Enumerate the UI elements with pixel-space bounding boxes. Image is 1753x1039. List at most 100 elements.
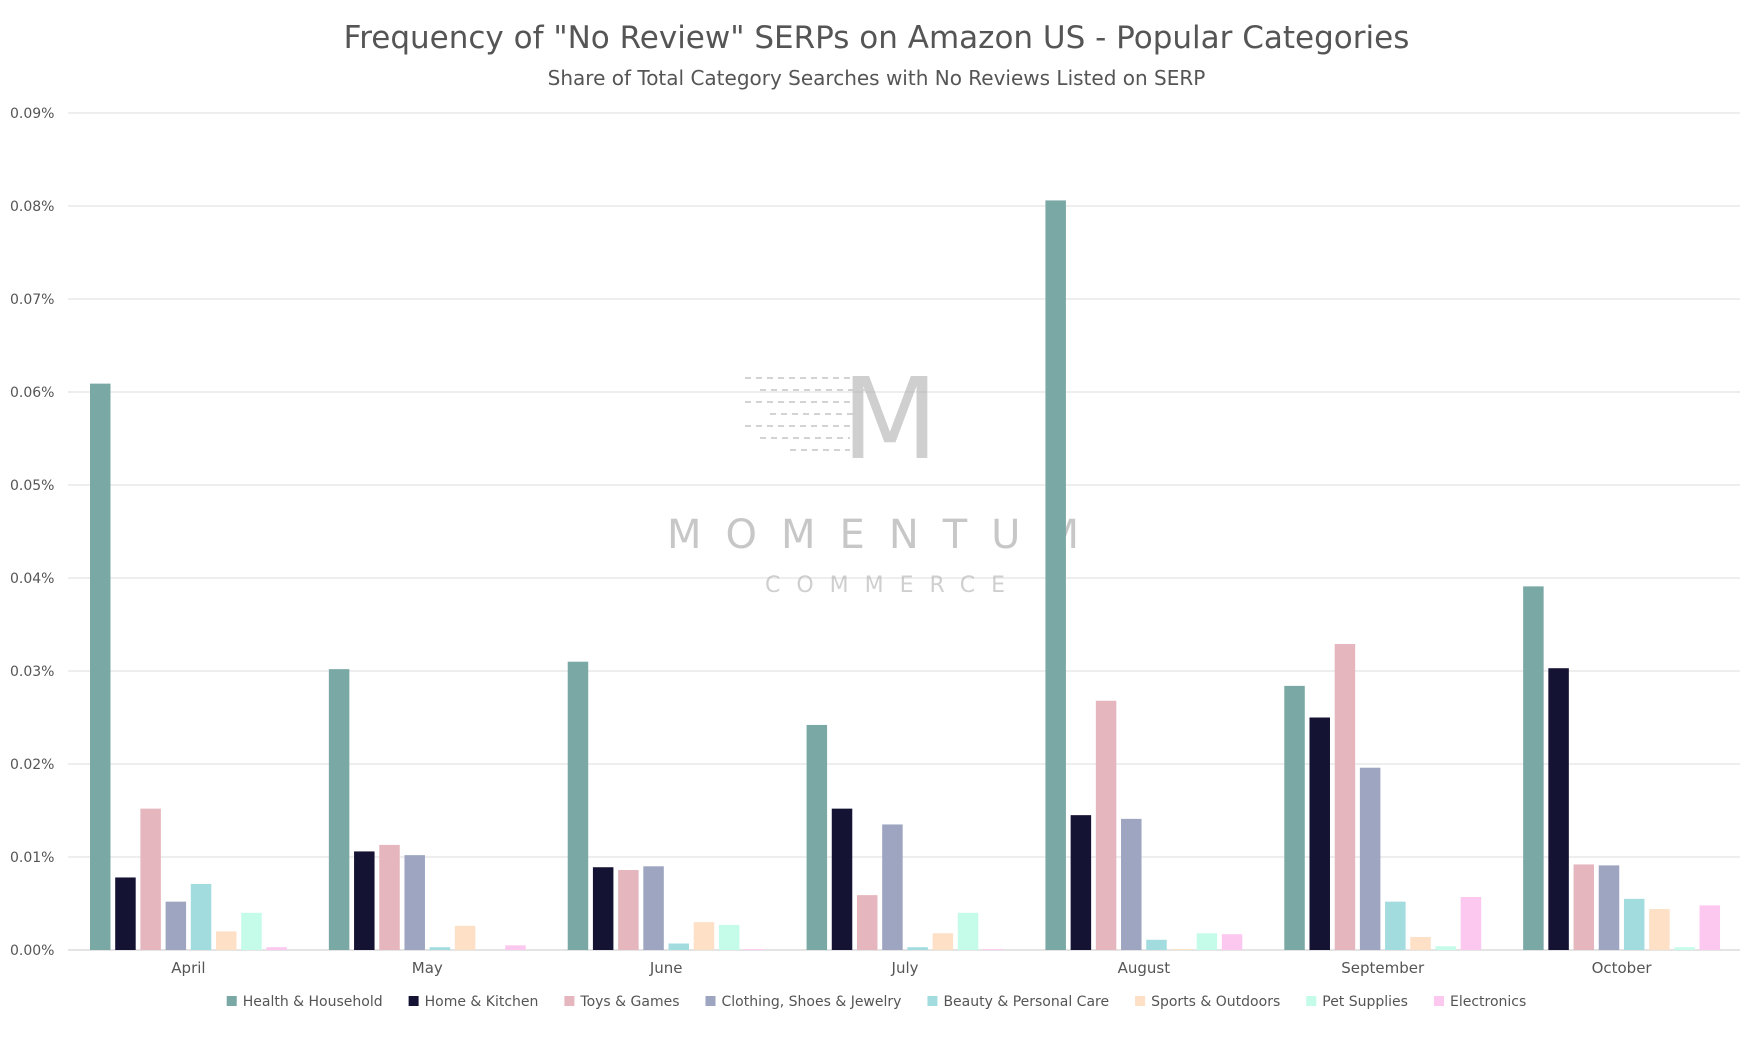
y-tick-label: 0.07% <box>10 292 54 308</box>
x-tick-label: June <box>649 959 683 977</box>
bar <box>932 933 954 950</box>
bar <box>744 949 765 950</box>
bar <box>882 824 903 950</box>
bar <box>1045 200 1066 951</box>
bar <box>1674 947 1695 950</box>
legend-label: Sports & Outdoors <box>1151 994 1280 1010</box>
bar <box>216 931 237 950</box>
bar <box>567 661 589 950</box>
bar <box>115 877 136 950</box>
momentum-commerce-watermark: M MOMENTUM COMMERCE <box>667 355 1103 598</box>
bar <box>1070 815 1092 950</box>
legend-swatch <box>705 996 716 1006</box>
legend-swatch <box>226 996 237 1006</box>
legend-label: Home & Kitchen <box>425 994 539 1010</box>
bar <box>643 866 664 950</box>
legend-label: Toys & Games <box>579 994 679 1010</box>
legend-label: Health & Household <box>243 994 383 1010</box>
bar <box>957 912 979 950</box>
bar <box>1359 767 1381 950</box>
bar <box>806 724 828 950</box>
legend-swatch <box>1135 996 1146 1006</box>
bar <box>1095 700 1117 950</box>
x-tick-label: April <box>171 959 205 977</box>
x-tick-label: October <box>1592 959 1653 977</box>
bar <box>618 870 639 950</box>
y-tick-label: 0.02% <box>10 757 54 773</box>
bar <box>907 947 928 950</box>
bar <box>1221 934 1243 950</box>
x-tick-label: September <box>1341 959 1425 977</box>
bar <box>404 855 425 950</box>
bar <box>1410 936 1431 950</box>
chart-title: Frequency of "No Review" SERPs on Amazon… <box>343 20 1410 56</box>
y-tick-label: 0.01% <box>10 850 54 866</box>
bar <box>1699 905 1721 950</box>
bars <box>90 200 1721 951</box>
bar <box>1334 644 1356 950</box>
bar <box>1385 901 1406 950</box>
y-tick-label: 0.04% <box>10 571 54 587</box>
bar <box>1196 933 1218 950</box>
speed-lines-icon <box>745 377 870 451</box>
bar <box>982 949 1004 950</box>
bar <box>241 912 262 950</box>
legend-swatch <box>1306 996 1317 1006</box>
bar <box>90 383 111 950</box>
y-tick-label: 0.05% <box>10 478 54 494</box>
legend-label: Beauty & Personal Care <box>943 994 1109 1010</box>
bar <box>1598 865 1620 950</box>
chart-subtitle: Share of Total Category Searches with No… <box>547 66 1206 90</box>
bar <box>1548 668 1569 950</box>
gridlines: 0.00% 0.01% 0.02% 0.03% 0.04% 0.05% 0.06% 0.07%… <box>10 106 1740 959</box>
y-tick-label: 0.09% <box>10 106 54 122</box>
bar <box>1460 896 1482 950</box>
legend-swatch <box>1433 996 1444 1006</box>
x-tick-label: July <box>891 959 919 977</box>
y-tick-label: 0.03% <box>10 664 54 680</box>
legend-swatch <box>564 996 575 1006</box>
bar <box>379 844 400 950</box>
legend-swatch <box>408 996 419 1006</box>
bar <box>429 947 451 950</box>
bar <box>140 808 161 950</box>
bar <box>266 947 287 950</box>
bar <box>354 851 375 950</box>
bar <box>693 922 715 950</box>
legend-swatch <box>927 996 938 1006</box>
bar <box>1649 909 1670 950</box>
bar <box>1284 685 1305 950</box>
watermark-monogram: M <box>842 355 939 485</box>
y-tick-label: 0.06% <box>10 385 54 401</box>
legend-label: Clothing, Shoes & Jewelry <box>722 994 902 1010</box>
bar <box>454 925 476 950</box>
bar <box>1623 898 1645 950</box>
bar <box>190 883 212 950</box>
bar <box>1171 949 1192 950</box>
bar <box>1146 939 1167 950</box>
legend: Health & Household Home & Kitchen Toys & G… <box>226 994 1526 1010</box>
x-tick-label: August <box>1118 959 1171 977</box>
y-tick-label: 0.08% <box>10 199 54 215</box>
bar <box>328 669 350 950</box>
bar <box>1121 818 1142 950</box>
bar <box>165 901 187 950</box>
bar <box>856 895 878 950</box>
bar <box>592 867 614 950</box>
legend-label: Pet Supplies <box>1322 994 1408 1010</box>
watermark-brand: MOMENTUM <box>667 512 1103 558</box>
y-tick-label: 0.00% <box>10 943 54 959</box>
bar <box>668 943 690 950</box>
bar <box>1309 717 1330 950</box>
bar <box>1435 946 1456 950</box>
watermark-sub: COMMERCE <box>765 573 1021 598</box>
x-axis-labels: April May June July August September October <box>171 959 1652 977</box>
bar <box>831 808 853 950</box>
bar <box>505 945 526 950</box>
bar <box>1523 586 1544 950</box>
legend-label: Electronics <box>1450 994 1526 1010</box>
bar <box>718 924 740 950</box>
x-tick-label: May <box>412 959 443 977</box>
